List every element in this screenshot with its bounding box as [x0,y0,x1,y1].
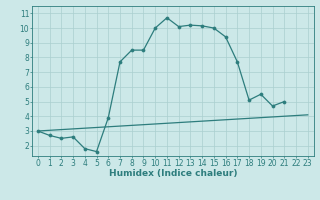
X-axis label: Humidex (Indice chaleur): Humidex (Indice chaleur) [108,169,237,178]
